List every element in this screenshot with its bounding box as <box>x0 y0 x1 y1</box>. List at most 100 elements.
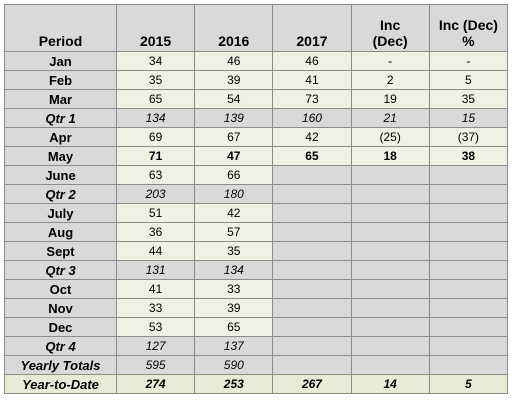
value-cell: 38 <box>428 146 509 166</box>
value-cell: 65 <box>272 146 352 166</box>
value-cell: 15 <box>428 108 509 128</box>
table-row: Qtr 3 131 134 <box>4 260 509 280</box>
value-cell: 73 <box>272 89 352 109</box>
empty-cell <box>350 260 430 280</box>
value-cell: 267 <box>272 374 352 394</box>
value-cell: 18 <box>350 146 430 166</box>
header-cell: Inc (Dec)% <box>428 4 509 52</box>
header-cell: 2016 <box>194 4 274 52</box>
value-cell: 41 <box>115 279 196 299</box>
empty-cell <box>272 222 352 242</box>
period-cell: Qtr 3 <box>4 260 117 280</box>
empty-cell <box>428 241 509 261</box>
empty-cell <box>350 203 430 223</box>
value-cell: 51 <box>115 203 196 223</box>
empty-cell <box>272 165 352 185</box>
empty-cell <box>272 336 352 356</box>
period-cell: Jan <box>4 51 117 71</box>
value-cell: 46 <box>272 51 352 71</box>
data-table: Period 2015 2016 2017 Inc (Dec) Inc (Dec)% Jan… <box>4 4 509 394</box>
empty-cell <box>350 317 430 337</box>
period-cell: Mar <box>4 89 117 109</box>
value-cell: (37) <box>428 127 509 147</box>
empty-cell <box>272 317 352 337</box>
value-cell: 65 <box>194 317 274 337</box>
table-row: Qtr 1 134 139 160 21 15 <box>4 108 509 128</box>
value-cell: 2 <box>350 70 430 90</box>
table-row: Feb 35 39 41 2 5 <box>4 70 509 90</box>
value-cell: 5 <box>428 70 509 90</box>
empty-cell <box>428 165 509 185</box>
header-cell: Period <box>4 4 117 52</box>
value-cell: 33 <box>115 298 196 318</box>
empty-cell <box>428 222 509 242</box>
empty-cell <box>428 317 509 337</box>
value-cell: 35 <box>428 89 509 109</box>
period-cell: Yearly Totals <box>4 355 117 375</box>
table-row: Nov 33 39 <box>4 298 509 318</box>
header-cell: 2015 <box>115 4 196 52</box>
value-cell: 39 <box>194 70 274 90</box>
value-cell: 139 <box>194 108 274 128</box>
table-body: Jan 34 46 46- - Feb 35 39 41 2 5 Mar 65 54 73 19 35 Qtr 1… <box>4 51 509 394</box>
empty-cell <box>350 355 430 375</box>
value-cell: 44 <box>115 241 196 261</box>
header-line: % <box>462 33 475 49</box>
period-cell: Dec <box>4 317 117 337</box>
period-cell: Feb <box>4 70 117 90</box>
value-cell: (25) <box>350 127 430 147</box>
period-cell: Qtr 1 <box>4 108 117 128</box>
empty-cell <box>350 298 430 318</box>
empty-cell <box>350 279 430 299</box>
empty-cell <box>272 279 352 299</box>
empty-cell <box>428 184 509 204</box>
value-cell: - <box>428 51 509 71</box>
value-cell: 595 <box>115 355 196 375</box>
empty-cell <box>428 279 509 299</box>
period-cell: Aug <box>4 222 117 242</box>
empty-cell <box>272 203 352 223</box>
header-line: (Dec) <box>372 33 408 49</box>
empty-cell <box>428 336 509 356</box>
period-cell: Oct <box>4 279 117 299</box>
empty-cell <box>272 355 352 375</box>
empty-cell <box>350 165 430 185</box>
value-cell: 53 <box>115 317 196 337</box>
value-cell: 19 <box>350 89 430 109</box>
period-cell: Qtr 4 <box>4 336 117 356</box>
value-cell: 21 <box>350 108 430 128</box>
value-cell: 71 <box>115 146 196 166</box>
period-cell: Nov <box>4 298 117 318</box>
period-cell: July <box>4 203 117 223</box>
period-cell: May <box>4 146 117 166</box>
empty-cell <box>272 241 352 261</box>
empty-cell <box>272 260 352 280</box>
empty-cell <box>350 222 430 242</box>
value-cell: 46 <box>194 51 274 71</box>
value-cell: 34 <box>115 51 196 71</box>
empty-cell <box>428 355 509 375</box>
value-cell: 67 <box>194 127 274 147</box>
header-cell: 2017 <box>272 4 352 52</box>
table-row: Sept 44 35 <box>4 241 509 261</box>
table-row: May 71 47 65 18 38 <box>4 146 509 166</box>
value-cell: 63 <box>115 165 196 185</box>
value-cell: 41 <box>272 70 352 90</box>
table-row: July 51 42 <box>4 203 509 223</box>
value-cell: 14 <box>350 374 430 394</box>
period-cell: June <box>4 165 117 185</box>
value-cell: 33 <box>194 279 274 299</box>
value-cell: 160 <box>272 108 352 128</box>
table-row: June 63 66 <box>4 165 509 185</box>
value-cell: 137 <box>194 336 274 356</box>
table-row: Jan 34 46 46- - <box>4 51 509 71</box>
table-row: Year-to-Date 274 253 267 14 5 <box>4 374 509 394</box>
value-cell: 131 <box>115 260 196 280</box>
table-row: Dec 53 65 <box>4 317 509 337</box>
value-cell: 57 <box>194 222 274 242</box>
empty-cell <box>350 184 430 204</box>
empty-cell <box>428 260 509 280</box>
period-cell: Year-to-Date <box>4 374 117 394</box>
empty-cell <box>350 241 430 261</box>
empty-cell <box>272 298 352 318</box>
